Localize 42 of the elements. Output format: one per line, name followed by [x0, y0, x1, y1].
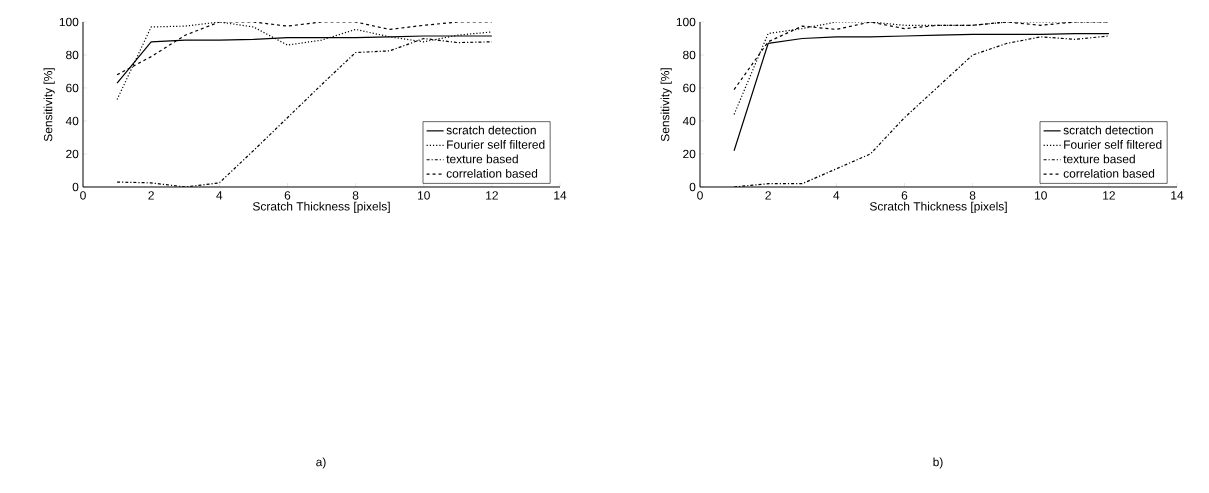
y-tick-label: 20 [66, 149, 79, 159]
legend-label: correlation based [1063, 168, 1155, 178]
y-tick-label: 100 [676, 17, 696, 27]
legend-label: Fourier self filtered [447, 140, 545, 149]
x-tick-label: 14 [554, 191, 567, 200]
y-tick-label: 40 [682, 116, 696, 126]
legend-label: texture based [446, 154, 518, 164]
legend-label: texture based [1063, 154, 1135, 164]
text: a) [316, 457, 326, 469]
x-tick-label: 10 [1034, 191, 1047, 200]
y-tick-label: 0 [689, 182, 696, 192]
x-tick-label: 12 [486, 191, 498, 200]
x-axis-title: Scratch Thickness [pixels] [252, 201, 390, 213]
text: b) [933, 457, 943, 469]
x-tick-label: 2 [148, 191, 154, 200]
x-tick-label: 6 [284, 191, 291, 200]
x-tick-label: 0 [697, 191, 703, 200]
legend-label: Fourier self filtered [1064, 140, 1162, 149]
x-tick-label: 8 [969, 191, 976, 200]
y-tick-label: 100 [59, 17, 79, 27]
x-tick-label: 10 [417, 191, 430, 200]
x-tick-label: 4 [216, 191, 223, 200]
y-tick-label: 0 [72, 182, 79, 192]
x-axis-title: Scratch Thickness [pixels] [869, 201, 1007, 213]
y-tick-label: 60 [66, 83, 79, 93]
x-tick-label: 4 [833, 191, 840, 200]
x-tick-label: 0 [80, 191, 86, 200]
y-axis-title: Sensitivity [%] [660, 68, 672, 142]
legend-label: scratch detection [446, 125, 536, 135]
y-axis-title: Sensitivity [%] [43, 68, 55, 142]
x-tick-label: 6 [901, 191, 908, 200]
y-tick-label: 60 [683, 83, 696, 93]
x-tick-label: 12 [1103, 191, 1115, 200]
y-tick-label: 80 [683, 50, 696, 60]
legend-label: correlation based [446, 168, 538, 178]
x-tick-label: 8 [352, 191, 359, 200]
y-tick-label: 20 [683, 149, 696, 159]
y-tick-label: 40 [65, 116, 79, 126]
legend-label: scratch detection [1063, 125, 1153, 135]
x-tick-label: 2 [765, 191, 771, 200]
x-tick-label: 14 [1171, 191, 1184, 200]
y-tick-label: 80 [66, 50, 79, 60]
